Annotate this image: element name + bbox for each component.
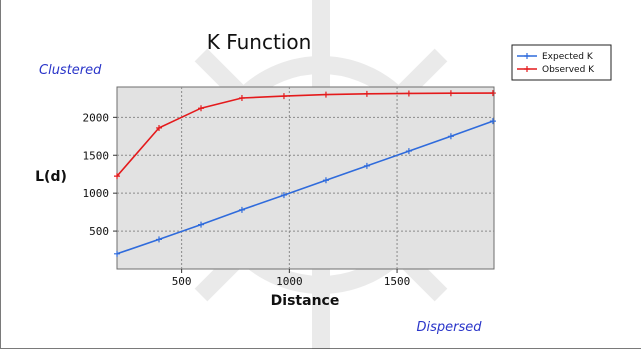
expected-k-point [156,236,163,243]
expected-k-point [280,192,287,199]
observed-k-point [447,90,454,97]
chart-title: K Function [207,30,312,54]
data-series [114,90,496,257]
y-tick-label: 500 [89,225,109,238]
expected-k-point [114,250,120,257]
expected-k-point [322,177,329,184]
observed-k-legend-marker [524,66,530,72]
observed-k-point [280,93,287,100]
legend: Expected K Observed K [511,44,612,81]
observed-k-point [238,94,245,101]
legend-entries: Expected K Observed K [517,52,595,75]
y-tick-label: 1500 [83,149,110,162]
observed-k-point [489,90,496,97]
y-axis-label: L(d) [35,169,67,185]
expected-k-line [116,120,494,255]
observed-k-legend-label: Observed K [542,65,595,75]
observed-k-point [322,91,329,98]
observed-k-point [156,124,163,131]
plot-area [116,86,495,270]
dispersed-annotation: Dispersed [416,320,482,335]
y-tick-label: 1000 [83,187,110,200]
legend-box [511,44,612,81]
axis-ticks: 500 1000 1500 2000 500 1000 1500 [83,111,411,288]
clustered-annotation: Clustered [39,63,102,78]
grid-lines [117,87,494,269]
observed-k-point [363,90,370,97]
expected-k-point [447,133,454,140]
y-tick-label: 2000 [83,111,110,124]
x-tick-label: 500 [172,275,192,288]
observed-k-point [198,105,205,112]
observed-k-point [405,90,412,97]
x-tick-label: 1500 [384,275,411,288]
expected-k-point [238,206,245,213]
expected-k-legend-marker [524,53,530,59]
x-axis-label: Distance [271,293,340,309]
observed-k-line [116,92,493,177]
expected-k-point [489,118,496,125]
expected-k-legend-label: Expected K [542,52,594,62]
observed-k-point [114,173,120,180]
expected-k-point [405,148,412,155]
expected-k-point [198,221,205,228]
expected-k-point [363,162,370,169]
x-tick-label: 1000 [276,275,303,288]
